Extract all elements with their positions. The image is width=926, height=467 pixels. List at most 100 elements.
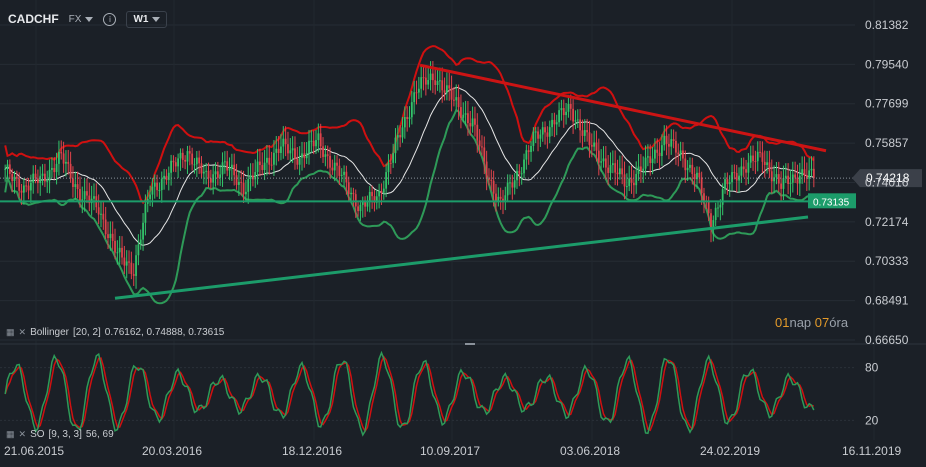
candle-body — [600, 161, 603, 163]
candle-body — [443, 90, 446, 93]
info-icon[interactable]: i — [103, 12, 117, 26]
candle-body — [637, 166, 640, 174]
timeframe-selector[interactable]: W1 — [126, 10, 168, 28]
candle-body — [130, 262, 133, 274]
close-icon[interactable]: ✕ — [18, 429, 27, 439]
candle-body — [768, 162, 771, 172]
candle-body — [754, 161, 757, 163]
candle-body — [693, 174, 696, 180]
candle-body — [226, 161, 229, 171]
candle-body — [691, 164, 694, 175]
candle-body — [520, 173, 523, 175]
candle-body — [240, 181, 243, 183]
date-tick-label: 20.03.2016 — [142, 444, 202, 458]
candle-body — [728, 182, 731, 185]
symbol-label[interactable]: CADCHF — [8, 12, 59, 26]
candle-body — [530, 145, 532, 152]
candle-body — [259, 161, 261, 166]
candle-body — [273, 152, 275, 165]
candle-body — [579, 119, 582, 131]
candle-body — [460, 107, 462, 118]
candle-body — [420, 77, 423, 89]
candle-body — [67, 161, 70, 164]
candle-body — [219, 174, 222, 178]
candle-body — [656, 149, 659, 153]
candle-body — [193, 164, 196, 166]
candle-body — [284, 138, 287, 145]
candle-body — [642, 168, 645, 171]
market-label: FX — [68, 13, 82, 25]
price-tick-label: 0.75857 — [865, 136, 909, 150]
candle-body — [163, 175, 165, 179]
price-badge — [852, 169, 922, 188]
candle-body — [216, 171, 219, 178]
candle-body — [523, 159, 525, 174]
candle-body — [371, 191, 374, 197]
candle-body — [280, 146, 282, 153]
candle-body — [808, 170, 811, 179]
candle-body — [139, 239, 142, 245]
market-selector[interactable]: FX — [69, 14, 94, 25]
candle-body — [724, 179, 726, 190]
candle-body — [294, 148, 296, 159]
candle-body — [698, 172, 701, 178]
candle-body — [55, 163, 58, 173]
candle-body — [424, 77, 427, 85]
candle-body — [663, 135, 666, 146]
candle-body — [567, 104, 570, 112]
candle-body — [632, 182, 635, 186]
candle-body — [644, 157, 647, 169]
candle-body — [382, 188, 385, 193]
candle-body — [429, 73, 432, 81]
date-tick-label: 18.12.2016 — [282, 444, 342, 458]
candle-body — [389, 162, 392, 164]
candle-body — [488, 178, 490, 180]
candle-body — [202, 171, 205, 174]
candle-body — [114, 240, 116, 253]
candle-body — [135, 255, 137, 276]
date-tick-label: 24.02.2019 — [700, 444, 760, 458]
countdown-days: 01 — [775, 315, 790, 330]
candle-body — [658, 152, 661, 157]
candle-body — [537, 131, 539, 139]
candle-body — [88, 195, 91, 204]
close-icon[interactable]: ✕ — [18, 327, 27, 337]
candle-body — [448, 85, 451, 89]
candle-body — [58, 151, 60, 164]
candle-body — [357, 206, 359, 212]
candle-body — [81, 199, 84, 202]
settings-icon[interactable]: ▦ — [6, 429, 15, 439]
candle-body — [322, 146, 324, 157]
candle-body — [518, 170, 521, 174]
candle-body — [810, 168, 813, 171]
candle-body — [784, 175, 787, 179]
candle-body — [551, 119, 553, 128]
candle-body — [761, 152, 764, 162]
candle-body — [373, 196, 376, 203]
candle-body — [593, 142, 596, 147]
candle-body — [747, 162, 750, 173]
candle-body — [366, 201, 369, 207]
candle-body — [604, 158, 607, 168]
candle-body — [303, 153, 306, 159]
candle-body — [422, 77, 425, 79]
candle-body — [509, 182, 511, 184]
candle-body — [703, 193, 705, 201]
candle-body — [266, 157, 268, 163]
candle-body — [733, 172, 736, 174]
candle-body — [453, 99, 455, 101]
candle-body — [242, 182, 245, 195]
candle-body — [576, 119, 579, 121]
candle-body — [441, 80, 444, 91]
candle-body — [670, 139, 673, 147]
candle-body — [560, 108, 563, 111]
price-tick-label: 0.81382 — [865, 18, 909, 32]
candle-body — [123, 257, 126, 266]
candle-body — [340, 174, 343, 176]
candle-body — [336, 162, 338, 166]
candle-body — [502, 198, 504, 202]
caret-down-icon — [152, 16, 161, 22]
settings-icon[interactable]: ▦ — [6, 327, 15, 337]
price-badge-label: 0.74218 — [866, 171, 910, 185]
candle-body — [399, 135, 402, 138]
